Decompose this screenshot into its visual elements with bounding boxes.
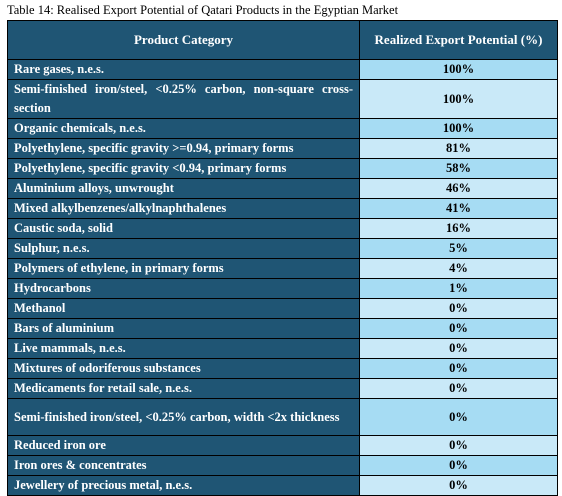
export-potential-cell: 5%: [359, 238, 558, 259]
product-category-cell: Mixed alkylbenzenes/alkylnaphthalenes: [7, 198, 360, 219]
export-potential-cell: 0%: [359, 298, 558, 319]
product-category-text: Semi-finished iron/steel, <0.25% carbon,…: [14, 409, 340, 424]
export-potential-table: Product Category Realized Export Potenti…: [7, 20, 558, 496]
column-header-product-category: Product Category: [7, 20, 360, 60]
product-category-cell: Iron ores & concentrates: [7, 455, 360, 476]
table-row: Live mammals, n.e.s. 0%: [7, 338, 558, 359]
table-row: Medicaments for retail sale, n.e.s. 0%: [7, 378, 558, 399]
table-row: Organic chemicals, n.e.s. 100%: [7, 118, 558, 139]
export-potential-cell: 0%: [359, 455, 558, 476]
table-row: Hydrocarbons 1%: [7, 278, 558, 299]
column-header-export-potential: Realized Export Potential (%): [359, 20, 558, 60]
product-category-cell: Hydrocarbons: [7, 278, 360, 299]
product-category-cell: Caustic soda, solid: [7, 218, 360, 239]
product-category-cell: Sulphur, n.e.s.: [7, 238, 360, 259]
export-potential-cell: 81%: [359, 138, 558, 159]
product-category-cell: Jewellery of precious metal, n.e.s.: [7, 475, 360, 496]
export-potential-cell: 0%: [359, 358, 558, 379]
export-potential-cell: 100%: [359, 79, 558, 119]
product-category-cell: Semi-finished iron/steel, <0.25% carbon,…: [7, 79, 360, 119]
table-row: Mixtures of odoriferous substances 0%: [7, 358, 558, 379]
product-category-cell: Polyethylene, specific gravity <0.94, pr…: [7, 158, 360, 179]
table-row: Mixed alkylbenzenes/alkylnaphthalenes 41…: [7, 198, 558, 219]
export-potential-cell: 0%: [359, 475, 558, 496]
product-category-cell: Polymers of ethylene, in primary forms: [7, 258, 360, 279]
export-potential-cell: 0%: [359, 338, 558, 359]
export-potential-cell: 1%: [359, 278, 558, 299]
export-potential-cell: 4%: [359, 258, 558, 279]
table-row: Polymers of ethylene, in primary forms 4…: [7, 258, 558, 279]
table-row: Aluminium alloys, unwrought 46%: [7, 178, 558, 199]
product-category-cell: Medicaments for retail sale, n.e.s.: [7, 378, 360, 399]
table-row: Sulphur, n.e.s. 5%: [7, 238, 558, 259]
export-potential-cell: 41%: [359, 198, 558, 219]
export-potential-cell: 0%: [359, 318, 558, 339]
table-row: Semi-finished iron/steel, <0.25% carbon,…: [7, 79, 558, 119]
export-potential-cell: 58%: [359, 158, 558, 179]
table-row: Methanol 0%: [7, 298, 558, 319]
export-potential-cell: 0%: [359, 398, 558, 436]
product-category-cell: Rare gases, n.e.s.: [7, 59, 360, 80]
product-category-cell: Live mammals, n.e.s.: [7, 338, 360, 359]
table-row: Rare gases, n.e.s. 100%: [7, 59, 558, 80]
product-category-cell: Methanol: [7, 298, 360, 319]
product-category-cell: Semi-finished iron/steel, <0.25% carbon,…: [7, 398, 360, 436]
product-category-cell: Aluminium alloys, unwrought: [7, 178, 360, 199]
product-category-cell: Organic chemicals, n.e.s.: [7, 118, 360, 139]
export-potential-cell: 0%: [359, 378, 558, 399]
table-row: Jewellery of precious metal, n.e.s. 0%: [7, 475, 558, 496]
table-caption: Table 14: Realised Export Potential of Q…: [7, 3, 399, 17]
table-row: Polyethylene, specific gravity <0.94, pr…: [7, 158, 558, 179]
export-potential-cell: 100%: [359, 59, 558, 80]
table-row: Caustic soda, solid 16%: [7, 218, 558, 239]
export-potential-cell: 16%: [359, 218, 558, 239]
table-row: Semi-finished iron/steel, <0.25% carbon,…: [7, 398, 558, 436]
export-potential-cell: 46%: [359, 178, 558, 199]
product-category-cell: Reduced iron ore: [7, 435, 360, 456]
table-header-row: Product Category Realized Export Potenti…: [7, 20, 558, 60]
product-category-cell: Mixtures of odoriferous substances: [7, 358, 360, 379]
product-category-cell: Polyethylene, specific gravity >=0.94, p…: [7, 138, 360, 159]
table-row: Iron ores & concentrates 0%: [7, 455, 558, 476]
table-row: Bars of aluminium 0%: [7, 318, 558, 339]
table-row: Reduced iron ore 0%: [7, 435, 558, 456]
export-potential-cell: 100%: [359, 118, 558, 139]
export-potential-cell: 0%: [359, 435, 558, 456]
product-category-text: Semi-finished iron/steel, <0.25% carbon,…: [14, 82, 353, 115]
table-row: Polyethylene, specific gravity >=0.94, p…: [7, 138, 558, 159]
product-category-cell: Bars of aluminium: [7, 318, 360, 339]
